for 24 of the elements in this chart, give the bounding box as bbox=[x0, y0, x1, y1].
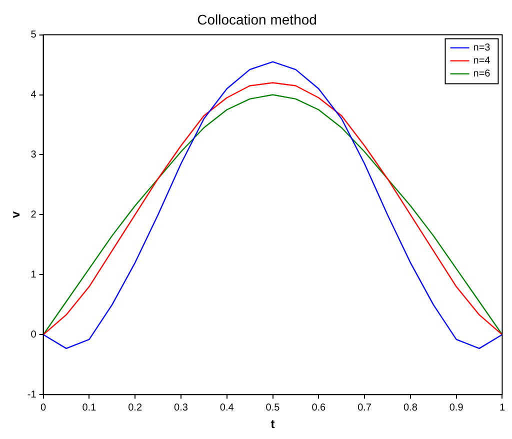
y-tick-label: 5 bbox=[30, 30, 37, 41]
x-tick-label: 0.9 bbox=[449, 402, 464, 414]
y-tick-label: 1 bbox=[30, 269, 37, 280]
legend-label: n=3 bbox=[473, 42, 491, 54]
y-axis-title: v bbox=[8, 211, 23, 218]
x-tick-label: 0.8 bbox=[403, 402, 418, 414]
legend-label: n=4 bbox=[473, 56, 491, 67]
x-axis-title: t bbox=[270, 417, 275, 432]
y-tick-label: 3 bbox=[30, 149, 37, 160]
x-tick-label: 1 bbox=[499, 402, 506, 414]
chart-title: Collocation method bbox=[197, 11, 317, 28]
x-tick-label: 0.7 bbox=[358, 402, 372, 414]
x-tick-label: 0.4 bbox=[220, 402, 234, 414]
x-tick-label: 0.3 bbox=[174, 402, 188, 414]
y-tick-label: 2 bbox=[30, 209, 37, 220]
x-tick-label: 0 bbox=[40, 402, 47, 414]
x-tick-label: 0.2 bbox=[128, 402, 142, 414]
x-tick-label: 0.5 bbox=[266, 402, 280, 414]
x-tick-label: 0.1 bbox=[82, 402, 97, 414]
legend-label: n=6 bbox=[473, 68, 491, 80]
y-tick-label: 4 bbox=[30, 90, 37, 101]
y-tick-label: -1 bbox=[27, 389, 37, 400]
y-tick-label: 0 bbox=[30, 329, 37, 340]
x-tick-label: 0.6 bbox=[312, 402, 326, 414]
